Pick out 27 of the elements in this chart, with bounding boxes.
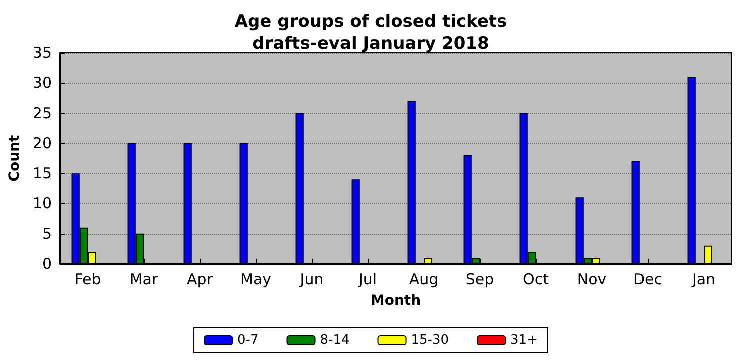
y-tick-label: 20 (32, 134, 52, 152)
x-tick-label: Apr (187, 270, 214, 288)
x-tick-label: Jun (299, 270, 324, 288)
y-tick-label: 0 (42, 255, 52, 273)
x-tick-label: Jul (358, 270, 378, 288)
x-axis-title: Month (370, 293, 422, 309)
x-tick-label: Feb (74, 270, 102, 288)
y-tick-label: 5 (42, 224, 52, 243)
x-tick-label: Mar (130, 270, 159, 288)
y-tick-label: 25 (32, 104, 52, 122)
x-tick-label: Dec (633, 270, 663, 288)
legend-label: 8-14 (320, 333, 350, 348)
y-tick-label: 30 (32, 74, 52, 92)
y-tick-label: 10 (32, 194, 52, 213)
x-tick-label: Oct (523, 270, 550, 288)
y-axis-title: Count (7, 134, 23, 182)
x-tick-label: Jan (691, 270, 716, 288)
x-tick-label: May (240, 270, 272, 288)
chart-title: Age groups of closed tickets drafts-eval January 2018 (234, 12, 508, 54)
y-tick-label: 15 (32, 164, 52, 183)
x-tick-label: Sep (466, 270, 494, 288)
legend-label: 15-30 (411, 333, 450, 348)
legend-label: 31+ (510, 333, 538, 348)
x-tick-label: Aug (409, 270, 439, 288)
y-tick-label: 35 (32, 44, 52, 62)
legend-label: 0-7 (238, 333, 259, 348)
x-tick-label: Nov (577, 270, 607, 288)
